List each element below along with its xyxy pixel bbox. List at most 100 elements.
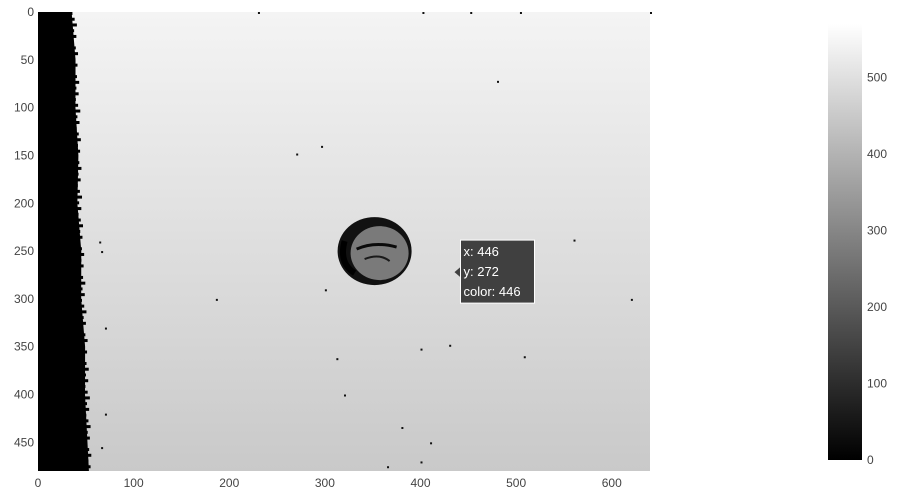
noise-speck (101, 251, 104, 254)
noise-speck (573, 239, 576, 242)
band-edge-tooth (74, 92, 79, 96)
band-edge-tooth (76, 172, 79, 176)
band-edge-tooth (79, 252, 85, 256)
band-edge-tooth (72, 46, 76, 50)
colorbar-gradient (828, 24, 862, 460)
band-edge-tooth (85, 436, 90, 440)
band-edge-tooth (71, 12, 73, 15)
band-edge-tooth (76, 189, 80, 193)
noise-speck (324, 289, 327, 292)
band-edge-tooth (82, 339, 88, 343)
y-tick-label: 300 (14, 292, 34, 306)
center-blob (337, 217, 412, 286)
band-edge-tooth (76, 155, 78, 159)
x-tick-label: 0 (35, 476, 42, 490)
band-edge-tooth (75, 109, 81, 113)
noise-speck (630, 298, 633, 301)
band-edge-tooth (76, 161, 80, 165)
band-edge-tooth (84, 384, 86, 388)
noise-speck (523, 356, 526, 359)
band-edge-tooth (86, 453, 92, 457)
y-tick-label: 250 (14, 244, 34, 258)
colorbar-tick-label: 400 (867, 147, 887, 161)
noise-speck (470, 12, 473, 14)
colorbar-tick-label: 500 (867, 71, 887, 85)
band-edge-tooth (82, 344, 85, 348)
band-edge-tooth (85, 419, 89, 423)
band-edge-tooth (71, 17, 75, 21)
x-axis: 0 100 200 300 400 500 600 (35, 476, 622, 490)
x-tick-label: 400 (410, 476, 430, 490)
band-edge-tooth (78, 235, 83, 239)
band-edge-tooth (80, 293, 85, 297)
noise-speck (321, 145, 324, 148)
noise-speck (344, 394, 346, 397)
band-edge-tooth (73, 57, 76, 61)
x-tick-label: 500 (506, 476, 526, 490)
y-tick-label: 400 (14, 388, 34, 402)
noise-speck (336, 358, 339, 361)
noise-speck (401, 427, 404, 430)
noise-speck (104, 413, 107, 416)
band-edge-tooth (73, 69, 75, 73)
noise-specks (99, 12, 652, 469)
band-edge-tooth (78, 224, 84, 228)
band-edge-tooth (75, 121, 80, 125)
x-tick-label: 100 (124, 476, 144, 490)
band-edge-tooth (77, 212, 79, 216)
band-edge-tooth (77, 195, 83, 199)
noise-speck (519, 12, 522, 14)
band-edge-tooth (79, 264, 84, 268)
band-edge-tooth (84, 379, 89, 383)
blob-edge (339, 240, 357, 276)
noise-speck (650, 12, 652, 14)
band-edge-tooth (74, 80, 80, 84)
band-edge-tooth (76, 166, 82, 170)
band-edge-tooth (81, 316, 84, 320)
band-edge-tooth (75, 103, 79, 107)
band-edge-tooth (77, 201, 80, 205)
band-edge-tooth (76, 184, 78, 188)
band-edge-tooth (83, 367, 89, 371)
band-edge-tooth (80, 287, 83, 291)
noise-speck (497, 80, 499, 83)
band-edge-tooth (83, 373, 86, 377)
noise-speck (99, 241, 102, 244)
noise-speck (296, 153, 299, 156)
y-tick-label: 0 (27, 5, 34, 19)
band-edge-tooth (82, 327, 84, 331)
band-edge-tooth (74, 86, 77, 90)
noise-speck (420, 348, 423, 351)
band-edge-tooth (86, 442, 88, 446)
blob-streak (355, 243, 397, 251)
band-edge-tooth (72, 34, 77, 38)
noise-speck (449, 344, 452, 347)
y-tick-label: 350 (14, 340, 34, 354)
band-edge-tooth (80, 281, 86, 285)
band-edge-tooth (85, 413, 87, 417)
band-edge-tooth (79, 258, 82, 262)
y-tick-label: 100 (14, 101, 34, 115)
noise-speck (215, 298, 218, 301)
blob-core (350, 226, 409, 281)
band-edge-tooth (84, 396, 90, 400)
band-edge-tooth (83, 350, 88, 354)
y-tick-label: 200 (14, 196, 34, 210)
band-edge-tooth (72, 40, 74, 44)
band-edge-tooth (78, 247, 82, 251)
noise-speck (420, 461, 423, 464)
colorbar-tick-label: 300 (867, 224, 887, 238)
band-edge-tooth (83, 361, 87, 365)
band-edge-tooth (83, 356, 85, 360)
x-tick-label: 600 (602, 476, 622, 490)
band-edge-tooth (81, 321, 86, 325)
colorbar: 0 100 200 300 400 500 (828, 24, 887, 467)
colorbar-tick-label: 0 (867, 453, 874, 467)
band-edge-tooth (77, 207, 82, 211)
y-tick-label: 50 (21, 53, 35, 67)
band-edge-tooth (75, 115, 78, 119)
y-tick-label: 150 (14, 148, 34, 162)
noise-speck (422, 12, 425, 14)
heatmap-plot-area[interactable] (38, 12, 652, 471)
